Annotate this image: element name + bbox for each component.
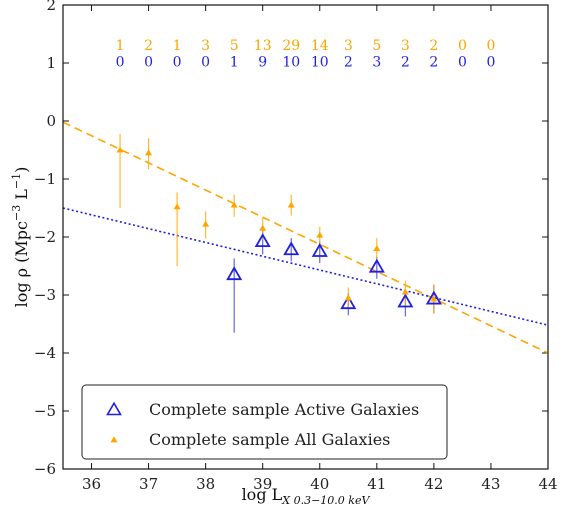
point-active [340,295,357,310]
point-all [202,220,210,227]
point-all [373,244,381,252]
count-all: 1 [116,38,125,54]
x-tick-label: 37 [139,475,158,493]
point-all [430,295,438,302]
y-tick-label: −5 [34,402,56,420]
count-active: 0 [201,54,210,70]
y-tick-label: −1 [34,170,56,188]
count-all: 14 [311,38,329,54]
legend-marker-active [106,401,122,416]
y-axis-label-end: ) [12,167,31,173]
x-axis-label: log LX 0.3−10.0 keV [242,485,371,507]
count-all: 0 [458,38,467,54]
legend: Complete sample Active Galaxies Complete… [81,384,448,460]
y-axis-label-sup1: −3 [10,205,23,221]
y-tick-label: −3 [34,286,56,304]
point-all [287,201,295,208]
y-axis-label-mid: L [12,189,31,205]
count-active: 0 [486,54,495,70]
y-tick-label: 1 [46,54,56,72]
legend-box [81,384,448,460]
x-tick-label: 41 [367,475,386,493]
y-tick-label: 2 [46,0,56,14]
count-all: 2 [144,38,153,54]
point-all [116,146,124,153]
x-axis-label-main: log L [242,485,283,504]
x-tick-label: 43 [481,475,500,493]
point-all [401,288,409,295]
x-tick-label: 44 [538,475,557,493]
point-active [397,293,414,308]
count-all: 1 [173,38,182,54]
point-all [145,149,153,156]
y-tick-label: −6 [34,460,56,478]
fit-line-active [62,207,549,326]
count-active: 10 [282,54,300,70]
count-all: 5 [230,38,239,54]
count-active: 0 [173,54,182,70]
point-all [344,294,352,301]
count-all: 5 [372,38,381,54]
x-tick-label: 39 [253,475,272,493]
count-active: 0 [116,54,125,70]
point-all [173,203,181,210]
point-active [254,233,271,248]
count-active: 0 [144,54,153,70]
legend-label-all: Complete sample All Galaxies [149,430,390,449]
count-all: 3 [201,38,210,54]
count-active: 0 [458,54,467,70]
y-tick-label: −4 [34,344,56,362]
point-active [368,258,385,273]
count-active: 2 [344,54,353,70]
legend-marker-all [110,436,118,443]
x-tick-label: 36 [82,475,101,493]
point-all [259,224,267,231]
plot-frame [62,4,549,470]
point-active [425,290,442,305]
legend-label-active: Complete sample Active Galaxies [149,400,419,419]
count-all: 2 [429,38,438,54]
x-tick-label: 38 [196,475,215,493]
x-tick-label: 40 [310,475,329,493]
count-all: 0 [486,38,495,54]
y-tick-label: −2 [34,228,56,246]
x-tick-label: 42 [424,475,443,493]
count-active: 1 [230,54,239,70]
count-active: 3 [372,54,381,70]
count-active: 2 [401,54,410,70]
count-all: 3 [401,38,410,54]
y-axis-label: log ρ (Mpc−3 L−1) [10,167,31,308]
point-all [230,201,238,208]
point-all [316,231,324,238]
count-all: 29 [282,38,300,54]
count-all: 3 [344,38,353,54]
count-active: 2 [429,54,438,70]
point-active [283,241,300,256]
y-tick-label: 0 [46,112,56,130]
count-active: 10 [311,54,329,70]
count-all: 13 [254,38,272,54]
count-active: 9 [258,54,267,70]
x-axis-label-sub: X 0.3−10.0 keV [281,494,370,507]
data-points [116,133,442,333]
fit-lines [62,121,549,354]
y-axis-label-main: log ρ (Mpc [12,221,31,307]
fit-line-all [62,121,549,354]
point-active [226,266,243,281]
y-axis-label-sup2: −1 [10,173,23,189]
point-active [311,242,328,257]
